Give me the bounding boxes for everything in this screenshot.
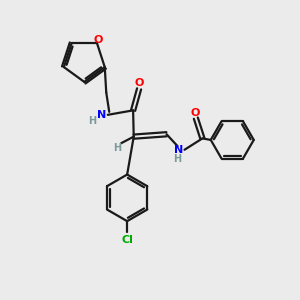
Text: H: H [112, 143, 121, 153]
Text: N: N [97, 110, 106, 120]
Text: H: H [88, 116, 96, 126]
Text: O: O [190, 108, 200, 118]
Text: O: O [94, 35, 103, 45]
Text: N: N [175, 145, 184, 155]
Text: Cl: Cl [121, 235, 133, 245]
Text: H: H [174, 154, 182, 164]
Text: O: O [134, 79, 144, 88]
